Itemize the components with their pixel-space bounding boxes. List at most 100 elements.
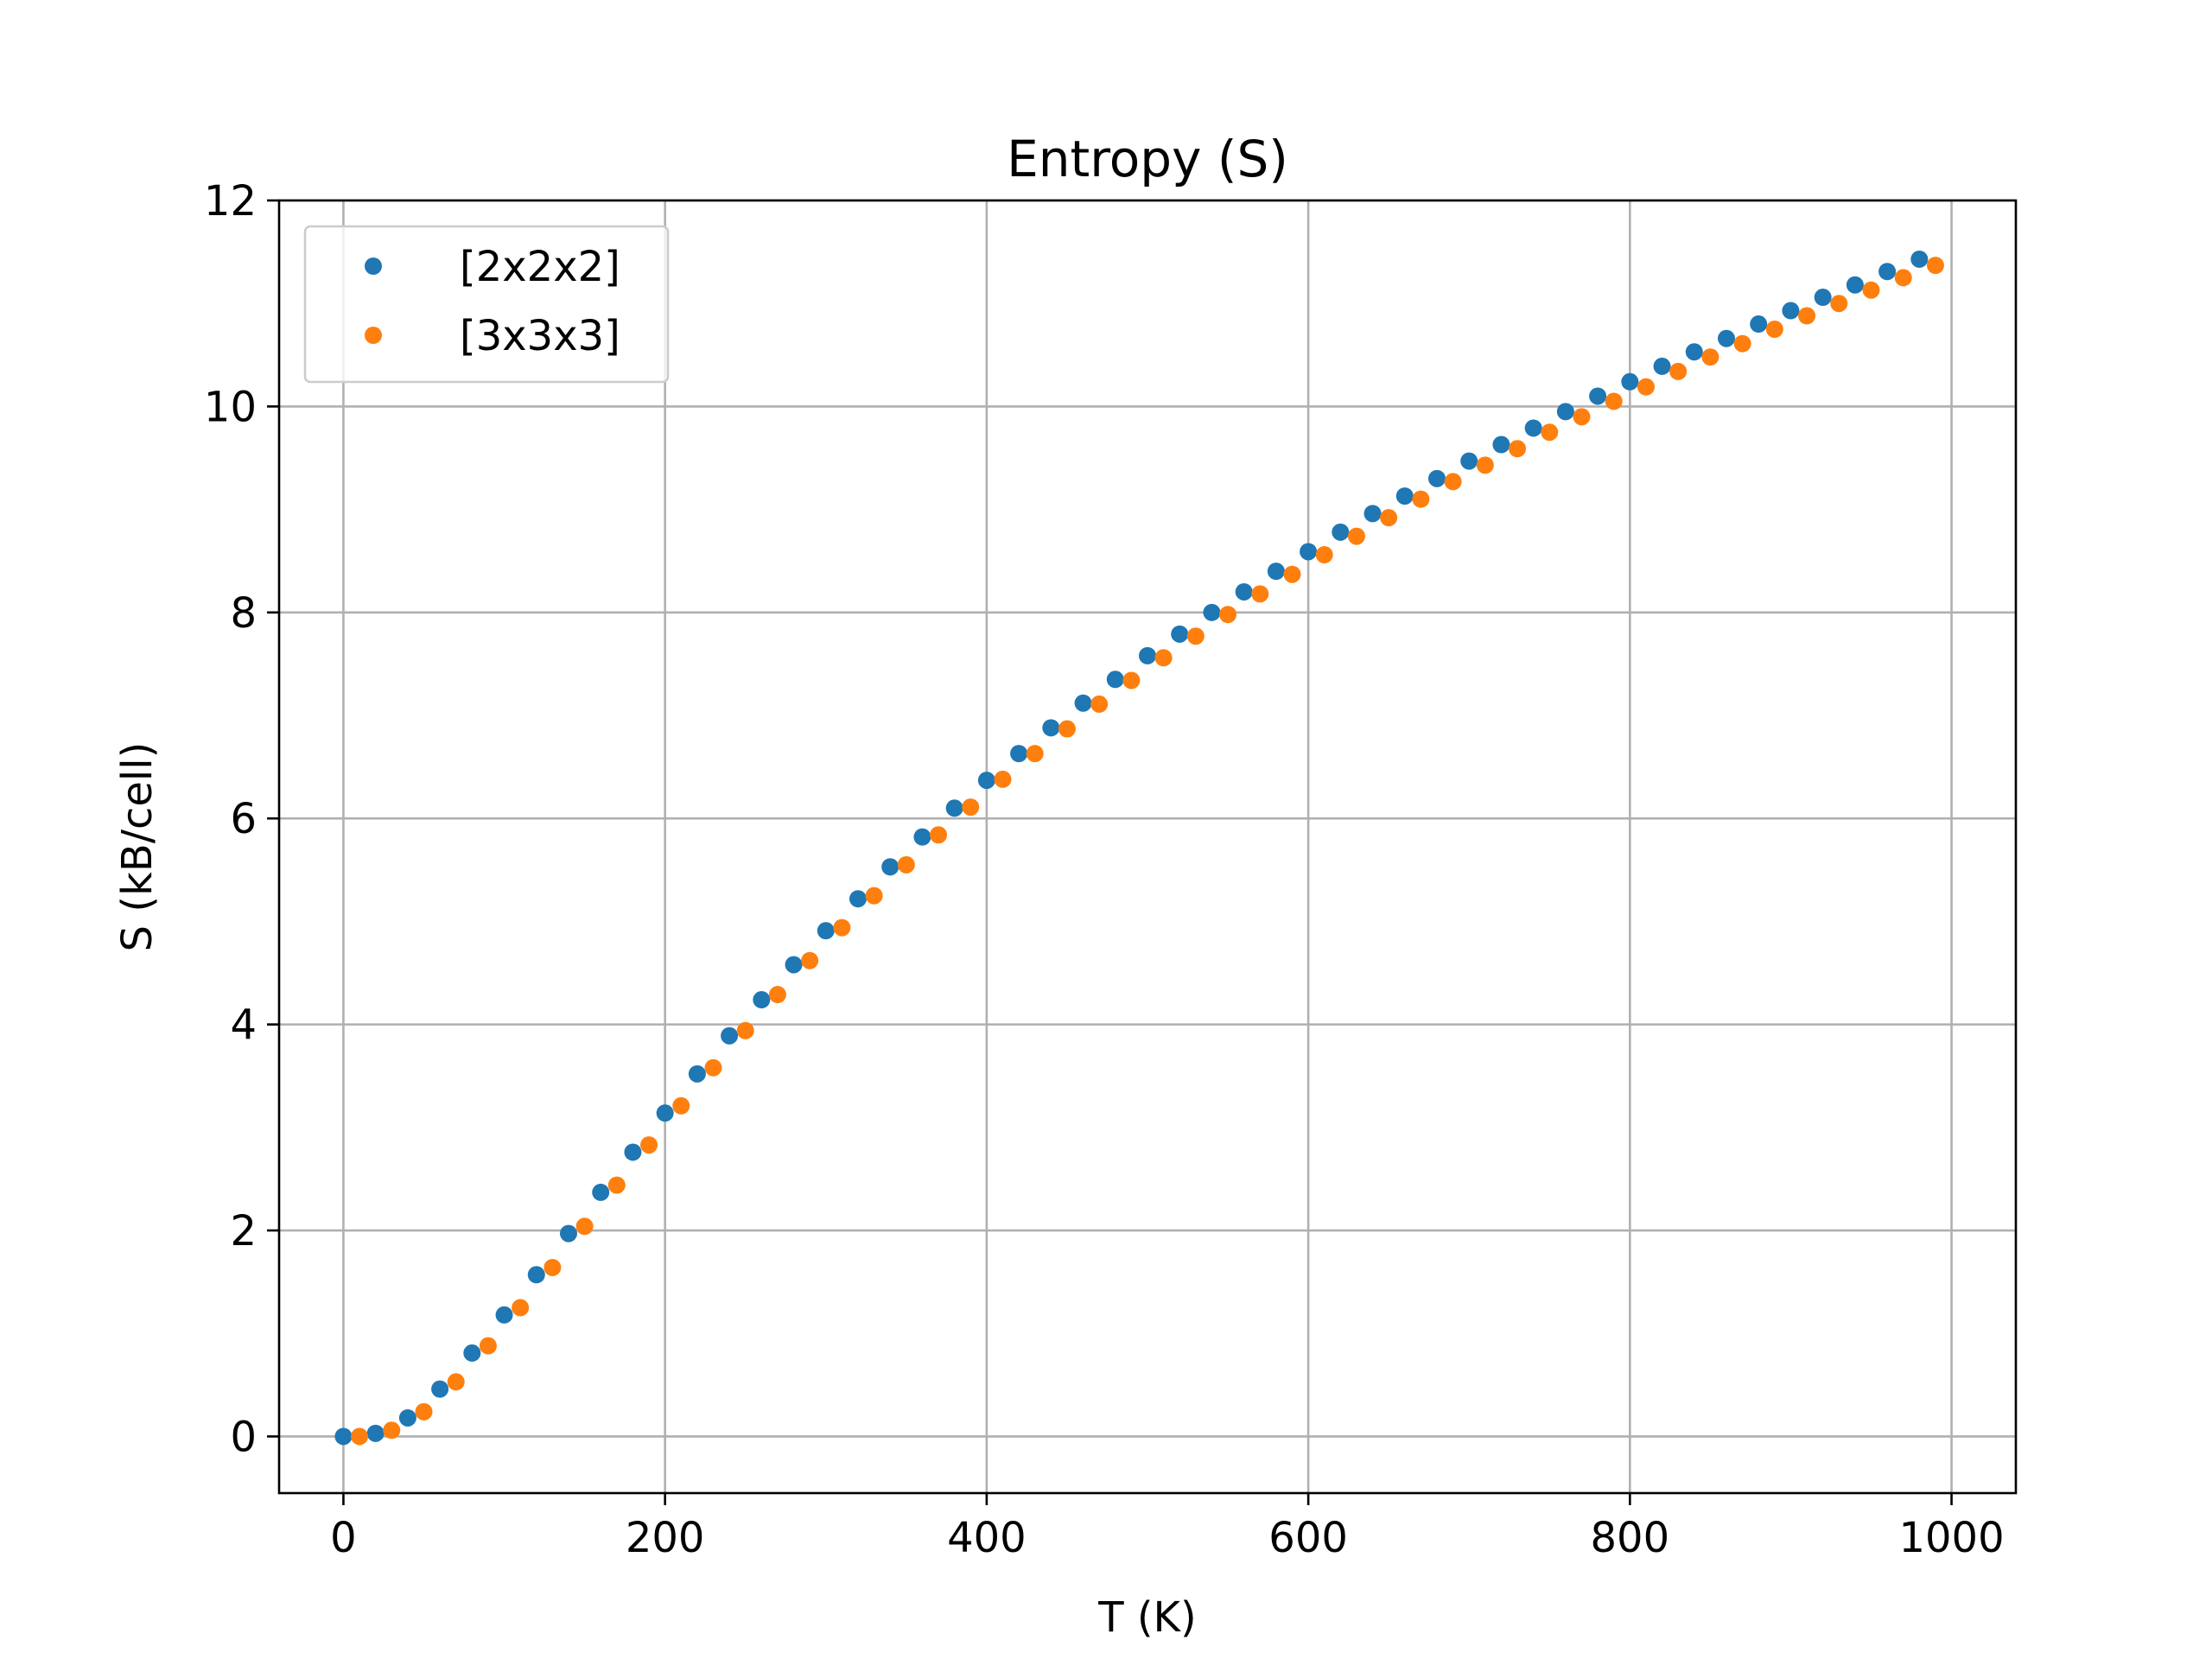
chart-title: Entropy (S) <box>1007 130 1288 188</box>
data-point <box>398 1408 416 1427</box>
data-point <box>1186 627 1205 645</box>
data-point <box>1509 440 1527 458</box>
data-point <box>1154 649 1173 667</box>
data-point <box>1139 646 1156 664</box>
data-point <box>688 1065 706 1083</box>
data-point <box>592 1183 610 1201</box>
series-0 <box>334 250 1929 1446</box>
data-point <box>1605 392 1623 410</box>
data-point <box>849 890 867 908</box>
y-tick-label: 8 <box>230 589 257 638</box>
data-point <box>1830 295 1848 313</box>
data-point <box>351 1427 369 1446</box>
data-point <box>1814 289 1832 307</box>
data-point <box>1492 435 1510 454</box>
data-point <box>1363 505 1382 523</box>
y-tick-label: 10 <box>204 383 257 431</box>
data-point <box>334 1427 353 1446</box>
data-point <box>1347 527 1365 545</box>
data-point <box>1862 281 1880 299</box>
data-point <box>1235 582 1253 601</box>
data-point <box>527 1266 545 1284</box>
data-point <box>721 1027 739 1045</box>
plot-frame <box>277 199 2018 1495</box>
data-point <box>1476 456 1494 474</box>
data-point <box>672 1096 690 1115</box>
data-point <box>415 1402 433 1421</box>
x-tick-label: 800 <box>1591 1514 1670 1562</box>
legend: [2x2x2] [3x3x3] <box>303 225 670 384</box>
data-point <box>656 1104 674 1122</box>
data-point <box>1428 469 1446 487</box>
legend-marker-3x3x3 <box>365 327 382 344</box>
y-tick-label: 12 <box>204 177 257 226</box>
y-axis-title: S (kB/cell) <box>113 742 162 952</box>
legend-marker-2x2x2 <box>365 257 382 275</box>
x-tick-label: 0 <box>330 1514 357 1562</box>
data-point <box>1300 543 1318 561</box>
data-point <box>447 1373 465 1391</box>
data-point <box>1219 606 1237 624</box>
data-point <box>383 1421 401 1440</box>
data-point <box>1685 343 1703 361</box>
data-point <box>962 798 980 817</box>
data-point <box>463 1344 481 1362</box>
legend-label-3x3x3: [3x3x3] <box>460 312 620 360</box>
data-point <box>1765 321 1783 339</box>
data-point <box>1541 423 1559 442</box>
data-point <box>1010 745 1028 763</box>
data-point <box>833 918 851 937</box>
data-point <box>479 1337 497 1355</box>
data-point <box>1203 603 1221 621</box>
data-point <box>1315 546 1333 564</box>
data-point <box>817 922 835 940</box>
data-point <box>1026 745 1044 763</box>
data-point <box>1926 257 1944 275</box>
y-tick-label: 0 <box>230 1413 257 1461</box>
data-point <box>1058 720 1076 738</box>
data-point <box>1573 408 1591 426</box>
y-tick-label: 4 <box>230 1001 257 1050</box>
data-point <box>977 772 995 790</box>
y-tick-label: 6 <box>230 795 257 843</box>
data-point <box>366 1424 385 1442</box>
x-tick-label: 400 <box>947 1514 1027 1562</box>
legend-label-2x2x2: [2x2x2] <box>460 243 620 291</box>
data-point <box>801 951 819 969</box>
data-point <box>994 770 1012 788</box>
data-point <box>785 956 803 974</box>
data-point <box>1380 509 1398 527</box>
data-point <box>1524 419 1542 437</box>
x-tick-label: 200 <box>626 1514 705 1562</box>
data-point <box>512 1299 530 1317</box>
data-point <box>1106 671 1124 689</box>
legend-box <box>303 225 670 384</box>
data-points <box>334 250 1944 1446</box>
data-point <box>1412 490 1430 508</box>
data-point <box>1171 625 1189 643</box>
data-point <box>1395 487 1414 505</box>
data-point <box>1910 250 1929 268</box>
data-point <box>1750 315 1768 334</box>
x-tick-label: 1000 <box>1898 1514 2004 1562</box>
data-point <box>575 1217 594 1236</box>
data-point <box>431 1380 449 1398</box>
data-point <box>1878 263 1897 281</box>
series-1 <box>351 257 1944 1446</box>
data-point <box>945 799 963 817</box>
data-point <box>1621 372 1639 391</box>
data-point <box>1846 276 1864 294</box>
data-point <box>1042 719 1060 737</box>
data-point <box>1122 671 1141 690</box>
data-point <box>1074 694 1092 712</box>
data-point <box>1460 452 1478 470</box>
axis-ticks: 0 200 400 600 800 1000 0 2 4 6 8 10 12 <box>204 177 2005 1562</box>
data-point <box>1332 523 1350 541</box>
data-point <box>543 1258 562 1276</box>
data-point <box>736 1021 754 1039</box>
data-point <box>865 887 883 905</box>
data-point <box>1701 348 1719 366</box>
data-point <box>1669 362 1688 380</box>
data-point <box>1718 329 1735 347</box>
data-point <box>1894 269 1912 287</box>
